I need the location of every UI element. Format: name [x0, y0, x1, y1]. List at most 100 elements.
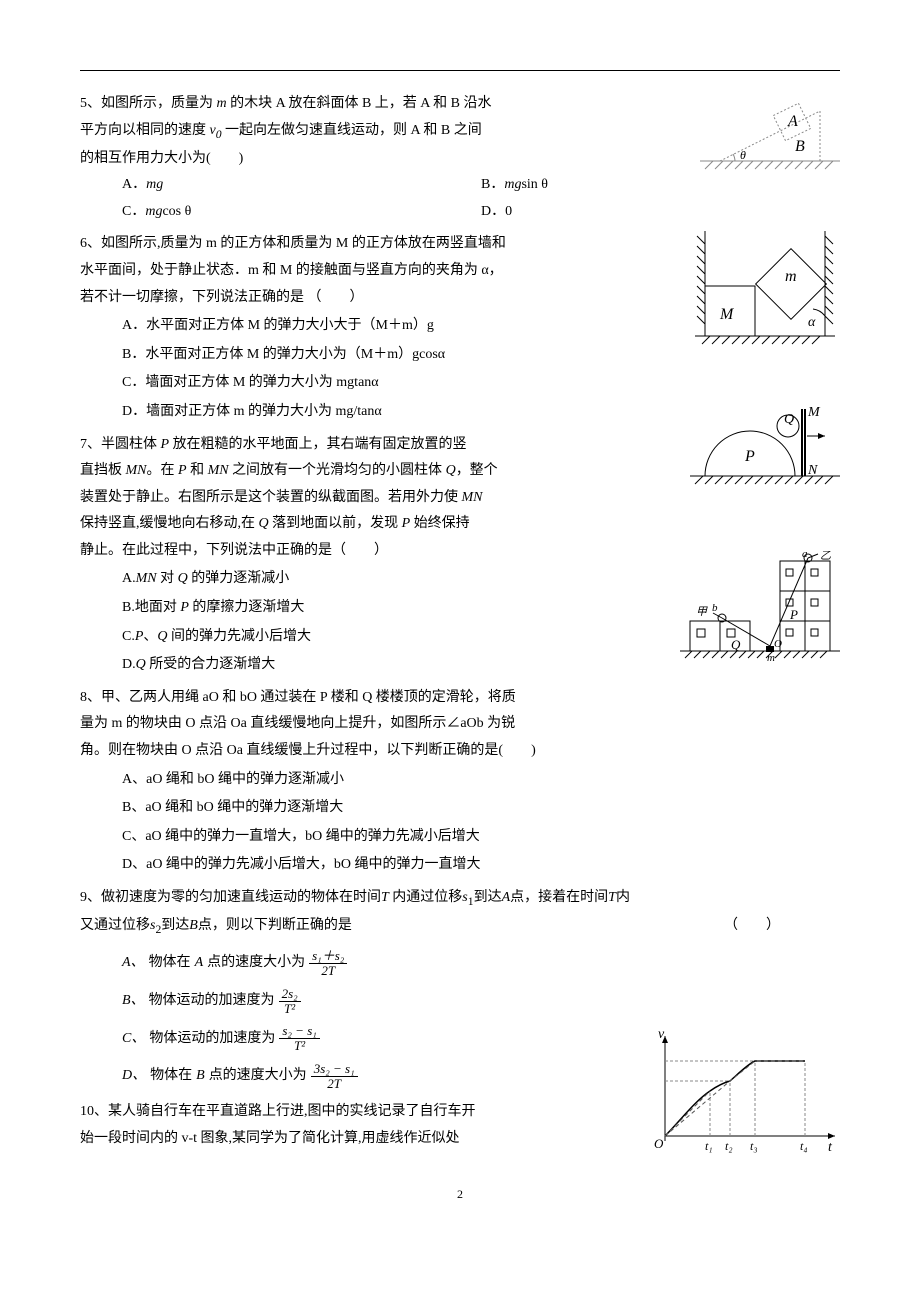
- fig5-label-theta: θ: [740, 148, 746, 162]
- q9-2c: 点，则以下判断正确的是: [198, 918, 352, 933]
- header-rule: [80, 70, 840, 71]
- q9-b-den: T²: [279, 1002, 301, 1016]
- q7-a-MN: MN: [136, 571, 157, 586]
- q7-P3: P: [402, 516, 411, 531]
- q9-b-num: 2s₂: [279, 987, 301, 1002]
- q7-d-pre: D.: [122, 657, 136, 672]
- q9-d-pre: D、: [122, 1063, 146, 1090]
- q9-B1: B: [189, 918, 198, 933]
- figure-q6: M m α: [690, 221, 840, 362]
- fig10-xlabel: t: [828, 1140, 833, 1155]
- fig5-label-a: A: [787, 113, 798, 130]
- fig8-label-O: O: [774, 638, 782, 650]
- fig10-t2: t₂: [725, 1139, 733, 1153]
- q8-opt-a: A、aO 绳和 bO 绳中的弹力逐渐减小: [80, 767, 840, 794]
- q8-text-2: 量为 m 的物块由 O 点沿 Oa 直线缓慢地向上提升，如图所示∠aOb 为锐: [80, 711, 840, 738]
- q7-1a: 7、半圆柱体: [80, 437, 161, 452]
- q9-a-den: 2T: [309, 964, 347, 978]
- fig5-label-b: B: [795, 138, 805, 155]
- q9-paren: （ ）: [724, 913, 780, 940]
- q7-4c: 始终保持: [410, 516, 470, 531]
- q9-a-frac: s₁＋s₂2T: [309, 949, 347, 979]
- q7-MN3: MN: [462, 490, 483, 505]
- q7-c-suf: 间的弹力先减小后增大: [168, 629, 312, 644]
- q9-1a: 9、做初速度为零的匀加速直线运动的物体在时间: [80, 890, 381, 905]
- fig8-label-jia: 甲: [696, 606, 708, 618]
- q7-2a: 直挡板: [80, 463, 126, 478]
- q7-d-Q: Q: [136, 657, 146, 672]
- q7-c-pre: C.: [122, 629, 135, 644]
- fig10-t3: t₃: [750, 1139, 758, 1153]
- q7-4b: 落到地面以前，发现: [269, 516, 402, 531]
- q5-v0sub: 0: [216, 127, 222, 140]
- q9-d-den: 2T: [311, 1077, 358, 1091]
- q7-1b: 放在粗糙的水平地面上，其右端有固定放置的竖: [169, 437, 467, 452]
- q7-c-Q: Q: [157, 629, 167, 644]
- q5-m: m: [217, 96, 227, 111]
- fig7-label-M: M: [807, 405, 821, 420]
- figure-q7: M N P Q: [690, 401, 840, 502]
- q9-c-frac: s₂ − s₁T²: [279, 1024, 319, 1054]
- q5-c: mg: [145, 204, 162, 219]
- q7-P2: P: [178, 463, 187, 478]
- q8-text-3: 角。则在物块由 O 点沿 Oa 直线缓慢上升过程中，以下判断正确的是( ): [80, 738, 840, 765]
- q9-d-B: B: [196, 1063, 205, 1090]
- fig10-ylabel: v: [658, 1027, 665, 1042]
- q5-text-2b: 一起向左做匀速直线运动，则 A 和 B 之间: [225, 123, 482, 138]
- q9-A1: A: [502, 890, 511, 905]
- figure-q5: A B θ: [700, 91, 840, 182]
- q7-2b: 。在: [147, 463, 179, 478]
- q5-a: mg: [146, 177, 163, 192]
- fig6-label-m: m: [785, 268, 797, 285]
- q7-b-suf: 的摩擦力逐渐增大: [189, 600, 305, 615]
- q8-text-1: 8、甲、乙两人用绳 aO 和 bO 通过装在 P 楼和 Q 楼楼顶的定滑轮，将质: [80, 685, 840, 712]
- q9-a-A: A: [195, 950, 204, 977]
- q9-a-txt: 物体在: [149, 950, 191, 977]
- q5-b: mg: [504, 177, 521, 192]
- q7-2d: 之间放有一个光滑均匀的小圆柱体: [229, 463, 446, 478]
- q9-c-txt: 物体运动的加速度为: [149, 1026, 275, 1053]
- q9-1c: 到达: [474, 890, 502, 905]
- q5-c-label: C．: [122, 204, 145, 219]
- fig10-origin: O: [654, 1136, 664, 1151]
- q7-3a: 装置处于静止。右图所示是这个装置的纵截面图。若用外力使: [80, 490, 462, 505]
- q9-d-txt: 物体在: [150, 1063, 192, 1090]
- q7-4a: 保持竖直,缓慢地向右移动,在: [80, 516, 259, 531]
- q7-b-P: P: [180, 600, 189, 615]
- fig10-t1: t₁: [705, 1139, 713, 1153]
- q9-1e: 内: [616, 890, 630, 905]
- q7-c-mid: 、: [143, 629, 157, 644]
- q9-d-num: 3s₂ − s₁: [311, 1062, 358, 1077]
- q7-b-pre: B.地面对: [122, 600, 180, 615]
- fig7-label-Q: Q: [784, 412, 794, 427]
- q9-a-pre: A、: [122, 950, 145, 977]
- q8-opt-c: C、aO 绳中的弹力一直增大，bO 绳中的弹力先减小后增大: [80, 824, 840, 851]
- q7-2e: ，整个: [456, 463, 498, 478]
- q9-a-txt2: 点的速度大小为: [207, 950, 305, 977]
- q9-c-num: s₂ − s₁: [279, 1024, 319, 1039]
- fig7-label-N: N: [807, 463, 818, 478]
- fig8-label-m: m: [767, 652, 775, 664]
- q5-c-suf: cos θ: [162, 204, 191, 219]
- q9-a-num: s₁＋s₂: [309, 949, 347, 964]
- q7-2c: 和: [187, 463, 208, 478]
- q9-d-txt2: 点的速度大小为: [209, 1063, 307, 1090]
- q7-P1: P: [161, 437, 170, 452]
- figure-q8: b a O m P Q 甲 乙: [680, 551, 840, 677]
- q9-T1: T: [381, 890, 389, 905]
- q7-a-suf: 的弹力逐渐减小: [188, 571, 290, 586]
- fig8-label-a: a: [802, 551, 808, 560]
- q7-a-mid: 对: [157, 571, 178, 586]
- q9-1d: 点，接着在时间: [510, 890, 608, 905]
- q5-text-1: 5、如图所示，质量为: [80, 96, 213, 111]
- q5-a-label: A．: [122, 177, 146, 192]
- q7-d-suf: 所受的合力逐渐增大: [146, 657, 276, 672]
- q5-b-suf: sin θ: [521, 177, 548, 192]
- fig8-label-Q: Q: [731, 637, 741, 652]
- page-number: 2: [80, 1183, 840, 1206]
- q9-c-den: T²: [279, 1039, 319, 1053]
- q9-c-pre: C、: [122, 1026, 145, 1053]
- q9-d-frac: 3s₂ − s₁2T: [311, 1062, 358, 1092]
- q9-b-pre: B、: [122, 988, 145, 1015]
- q8-opt-b: B、aO 绳和 bO 绳中的弹力逐渐增大: [80, 795, 840, 822]
